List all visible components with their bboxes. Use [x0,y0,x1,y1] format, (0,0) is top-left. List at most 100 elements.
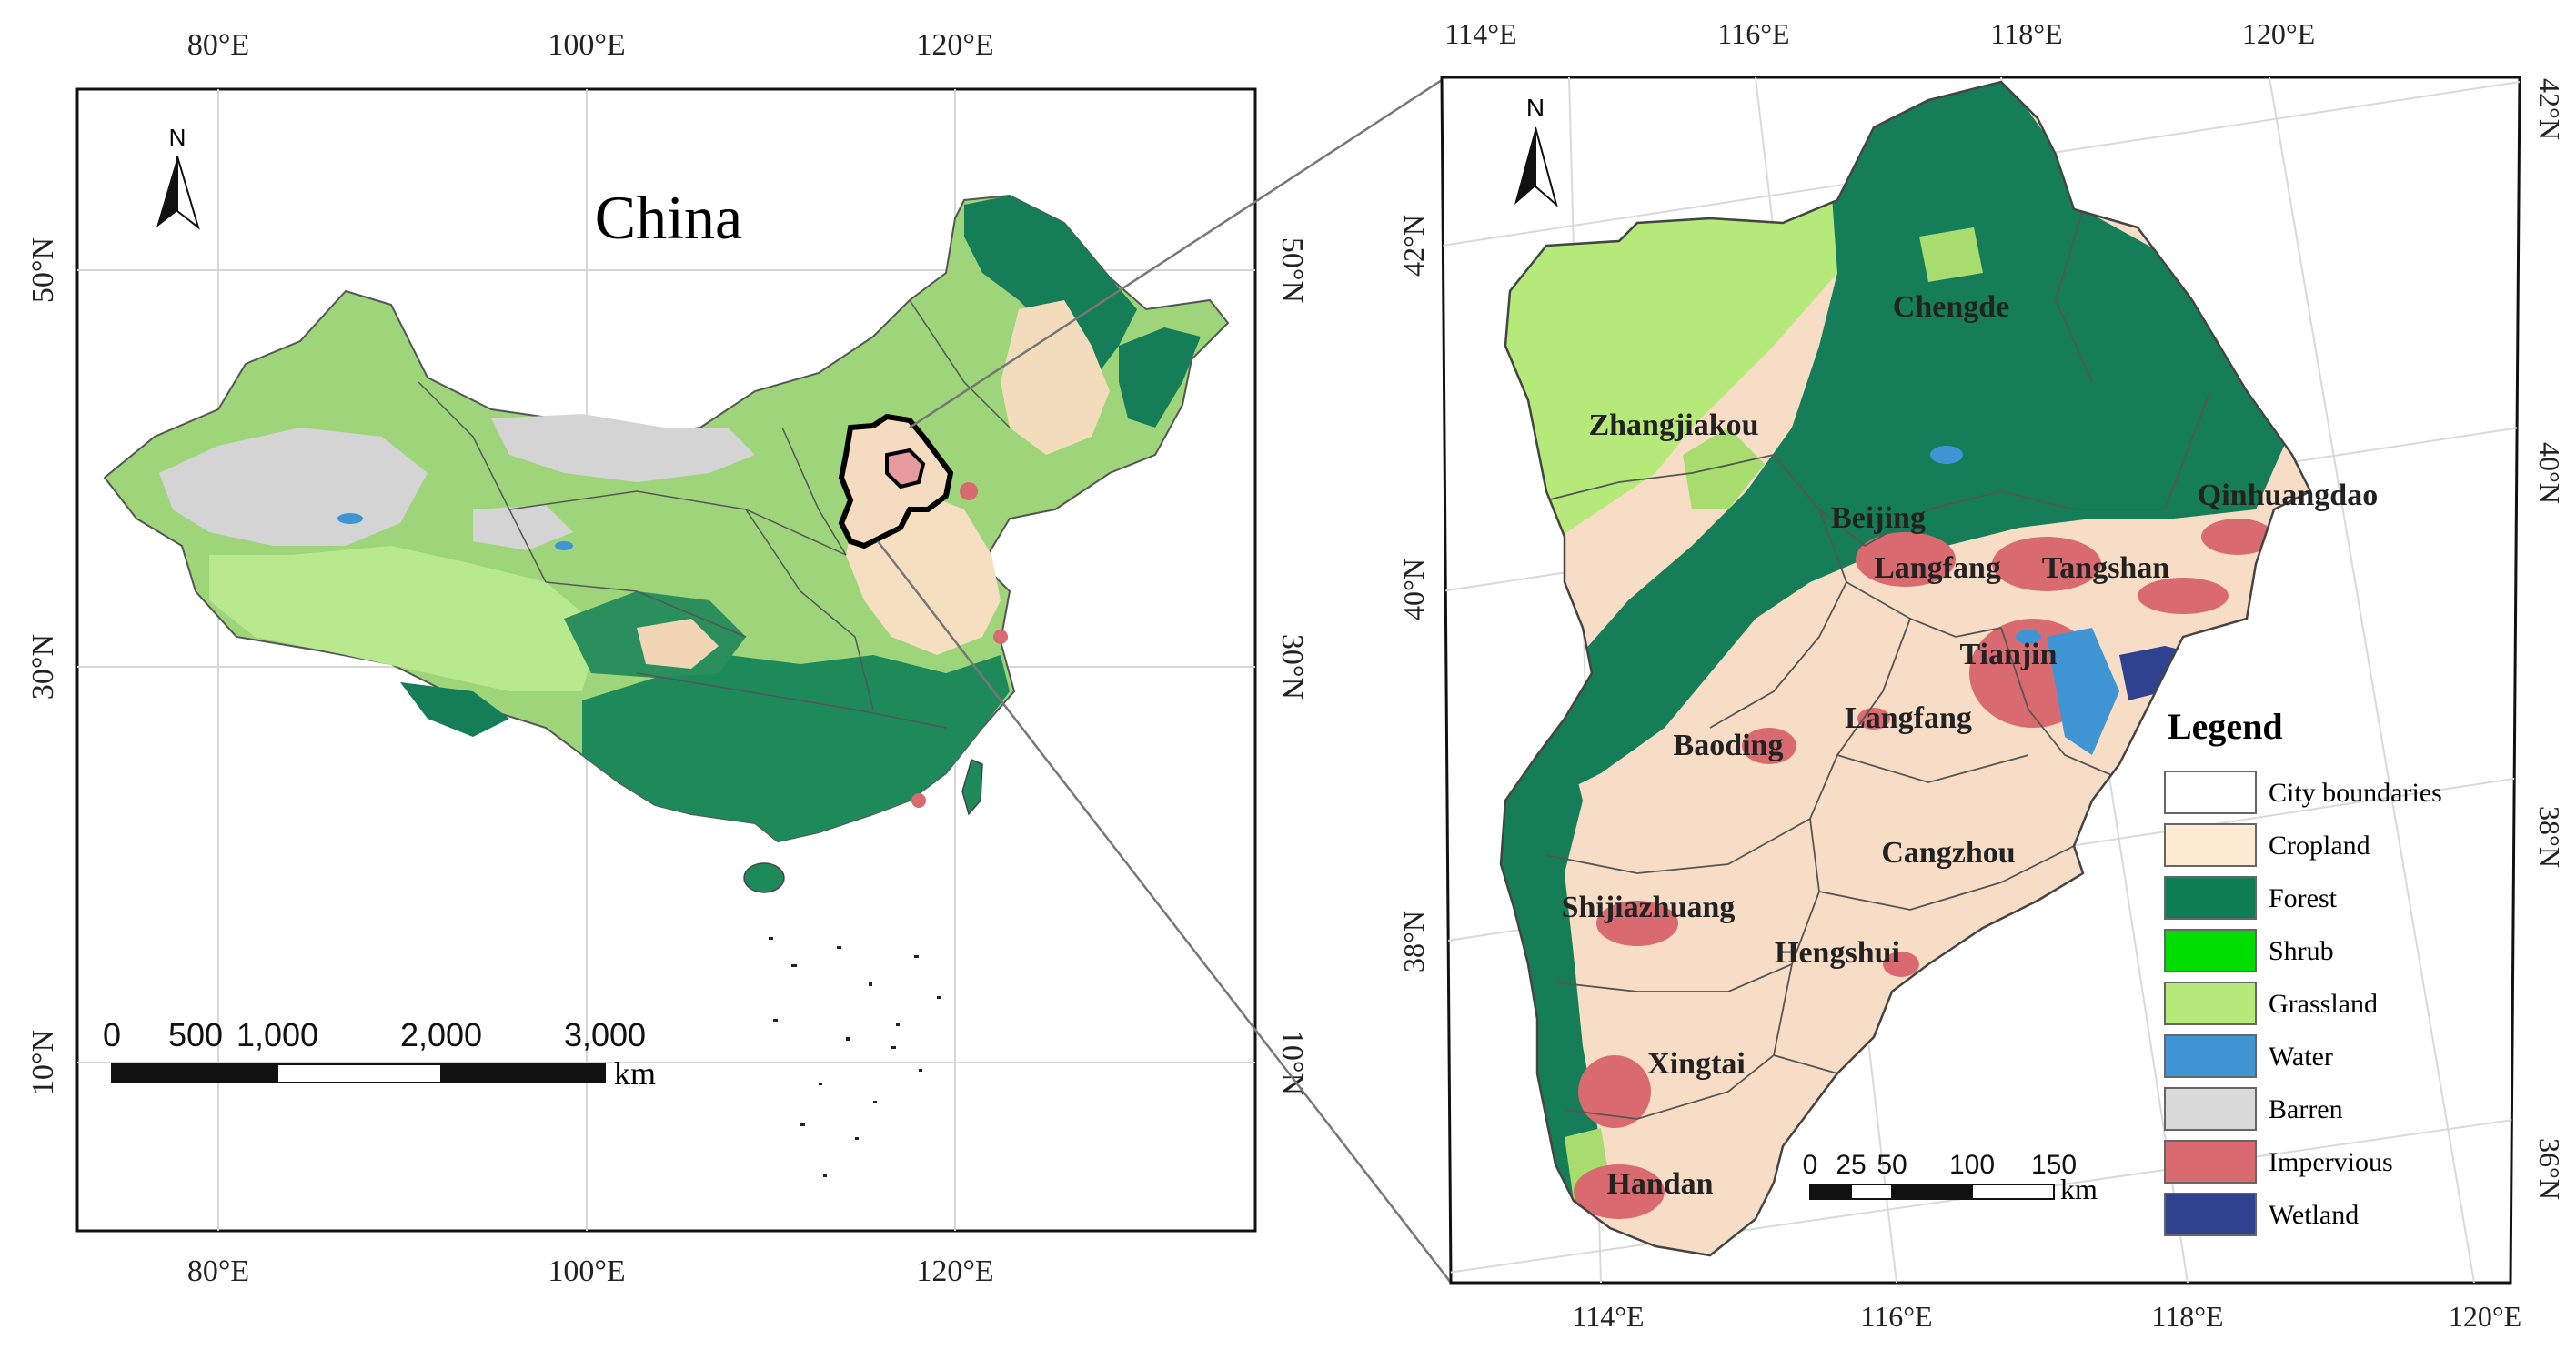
city-label-langfang-north: Langfang [1874,551,2001,585]
scale-unit: km [614,1055,656,1092]
tick-label: 120°E [2449,1300,2521,1333]
forest-belt [1501,82,2292,819]
city-label-hengshui: Hengshui [1775,936,1900,970]
china-scale-bar: 0 500 1,000 2,000 3,000 km [103,1016,656,1092]
tick-label: 50°N [26,237,60,303]
tick-label: 116°E [1860,1300,1932,1333]
tick-label: 120°E [916,1254,993,1288]
china-y-ticks-right: 50°N 30°N 10°N [1275,237,1309,1095]
legend-label: Forest [2269,883,2338,913]
scale-label: 1,000 [236,1016,318,1053]
legend-label: Impervious [2269,1147,2393,1177]
legend-swatch-water [2164,1034,2257,1078]
taiwan-island [961,758,983,816]
tick-label: 100°E [548,28,625,62]
tick-label: 10°N [26,1030,60,1095]
tick-label: 50°N [1275,237,1309,303]
legend-label: Shrub [2269,936,2334,966]
hebei-north-arrow: N [1514,94,1558,207]
map-title: China [595,183,742,252]
legend-swatch-wetland [2164,1193,2257,1236]
legend-label: Wetland [2269,1200,2359,1230]
hebei-y-ticks-left: 42°N 40°N 38°N [1397,215,1430,972]
scale-label: 2,000 [400,1016,482,1053]
hebei-scale-bar: 0 25 50 100 150 km [1803,1150,2098,1205]
city-label-baoding: Baoding [1674,729,1784,762]
cropland-sichuan-basin [637,619,719,669]
tick-label: 38°N [2533,806,2566,868]
grassland-plateau [209,546,600,691]
legend-swatch-shrub [2164,929,2257,972]
tick-label: 118°E [2151,1300,2223,1333]
tick-label: 42°N [2533,78,2566,140]
legend-label: Barren [2269,1094,2343,1124]
zoom-connector-lines [877,78,1452,1284]
hainan-island [743,862,785,893]
legend-swatch-cropland [2164,823,2257,867]
tick-label: 120°E [916,28,993,62]
tick-label: 120°E [2242,17,2315,50]
scale-label: 0 [1803,1150,1818,1180]
legend-swatch-forest [2164,876,2257,920]
tick-label: 80°E [187,28,249,62]
lake-water [337,513,363,524]
legend-label: Water [2269,1042,2333,1072]
forest-northeast [964,196,1137,382]
cropland-northeast [1001,300,1110,455]
china-y-ticks-left: 50°N 30°N 10°N [26,237,60,1095]
tick-label: 36°N [2533,1138,2566,1200]
south-sea-islands [769,937,941,1177]
lake-qinghai [555,541,573,550]
china-north-arrow: N [156,124,200,230]
hebei-x-ticks-bottom: 114°E 116°E 118°E 120°E [1572,1300,2521,1333]
city-labels: Chengde Zhangjiakou Qinhuangdao Beijing … [1562,290,2379,1201]
scale-label: 25 [1836,1150,1866,1180]
tick-label: 100°E [548,1254,625,1288]
china-landcover [103,194,1230,1177]
forest-south [582,655,1010,841]
hebei-y-ticks-right: 42°N 40°N 38°N 36°N [2533,78,2566,1200]
city-label-tangshan: Tangshan [2042,551,2170,585]
hebei-outline [1499,80,2312,1257]
tick-label: 118°E [1990,17,2062,50]
city-label-cangzhou: Cangzhou [1881,836,2015,870]
legend-label: City boundaries [2269,778,2442,808]
legend-label: Cropland [2269,831,2370,861]
city-label-handan: Handan [1606,1167,1713,1201]
province-boundaries [418,299,1011,729]
scale-label: 0 [103,1016,121,1053]
scale-label: 100 [1949,1150,1995,1180]
tick-label: 30°N [26,634,60,700]
forest-himalaya [400,682,509,737]
legend-swatch-grassland [2164,982,2257,1025]
guangzhou-urban [911,793,926,808]
legend-swatch-impervious [2164,1140,2257,1184]
scale-label: 150 [2031,1150,2077,1180]
shanghai-urban [993,630,1008,644]
tick-label: 80°E [187,1254,249,1288]
legend-swatch-city-boundaries [2164,771,2257,814]
city-label-chengde: Chengde [1893,290,2009,324]
tick-label: 30°N [1275,634,1309,700]
city-label-xingtai: Xingtai [1647,1047,1746,1081]
hebei-map-panel: 114°E 116°E 118°E 120°E 114°E 116°E 118°… [1397,17,2566,1333]
grassland-zhangjiakou [1501,182,1846,546]
barren-gobi [491,414,755,482]
tick-label: 116°E [1717,17,1789,50]
city-label-zhangjiakou: Zhangjiakou [1588,408,1758,442]
city-label-tianjin: Tianjin [1959,638,2057,671]
city-label-qinhuangdao: Qinhuangdao [2198,479,2378,512]
tick-label: 40°N [2533,442,2566,504]
city-label-shijiazhuang: Shijiazhuang [1562,891,1736,924]
tick-label: 38°N [1397,911,1430,972]
legend-label: Grassland [2269,989,2378,1019]
scale-label: 3,000 [564,1016,646,1053]
forest-changbai [1119,327,1201,428]
beijing-urban [960,482,978,500]
tick-label: 40°N [1397,559,1430,620]
scale-label: 500 [168,1016,223,1053]
hebei-x-ticks-top: 114°E 116°E 118°E 120°E [1444,17,2315,50]
china-map-panel: 80°E 100°E 120°E 80°E 100°E 120°E 50°N 3… [26,28,1309,1288]
barren-qaidam [473,505,573,550]
